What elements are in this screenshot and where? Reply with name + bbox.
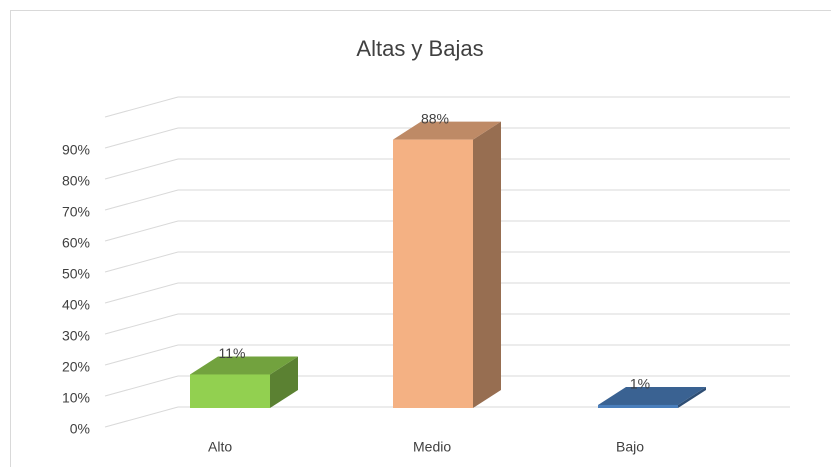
x-tick-label: Alto (208, 439, 232, 455)
y-tick-label: 90% (62, 142, 90, 158)
grid-line (104, 282, 179, 304)
grid-line (104, 220, 179, 242)
grid-line (104, 96, 179, 118)
bar-side (270, 356, 298, 408)
grid-line (104, 158, 179, 180)
y-tick-label: 60% (62, 235, 90, 251)
y-tick-label: 10% (62, 390, 90, 406)
bar-side (678, 386, 706, 408)
bar-side (473, 121, 501, 408)
grid-line (104, 375, 179, 397)
y-tick-label: 80% (62, 173, 90, 189)
grid-line (104, 127, 179, 149)
bar-top (393, 121, 501, 140)
grid-line (104, 189, 179, 211)
x-tick-label: Medio (413, 439, 451, 455)
data-label: 1% (630, 376, 650, 392)
x-tick-label: Bajo (616, 439, 644, 455)
grid-line (104, 251, 179, 273)
data-label: 88% (421, 110, 449, 126)
y-tick-label: 30% (62, 328, 90, 344)
bar-top (190, 356, 298, 375)
y-tick-label: 50% (62, 266, 90, 282)
grid-line (104, 344, 179, 366)
y-tick-label: 40% (62, 297, 90, 313)
y-tick-label: 70% (62, 204, 90, 220)
data-label: 11% (219, 345, 246, 361)
bar (598, 404, 678, 408)
chart-title: Altas y Bajas (356, 36, 483, 61)
grid-line (104, 313, 179, 335)
y-tick-label: 0% (70, 421, 90, 437)
grid-line (104, 406, 179, 428)
bar-top (598, 386, 706, 405)
y-tick-label: 20% (62, 359, 90, 375)
bar (190, 374, 270, 408)
bar (393, 139, 473, 408)
